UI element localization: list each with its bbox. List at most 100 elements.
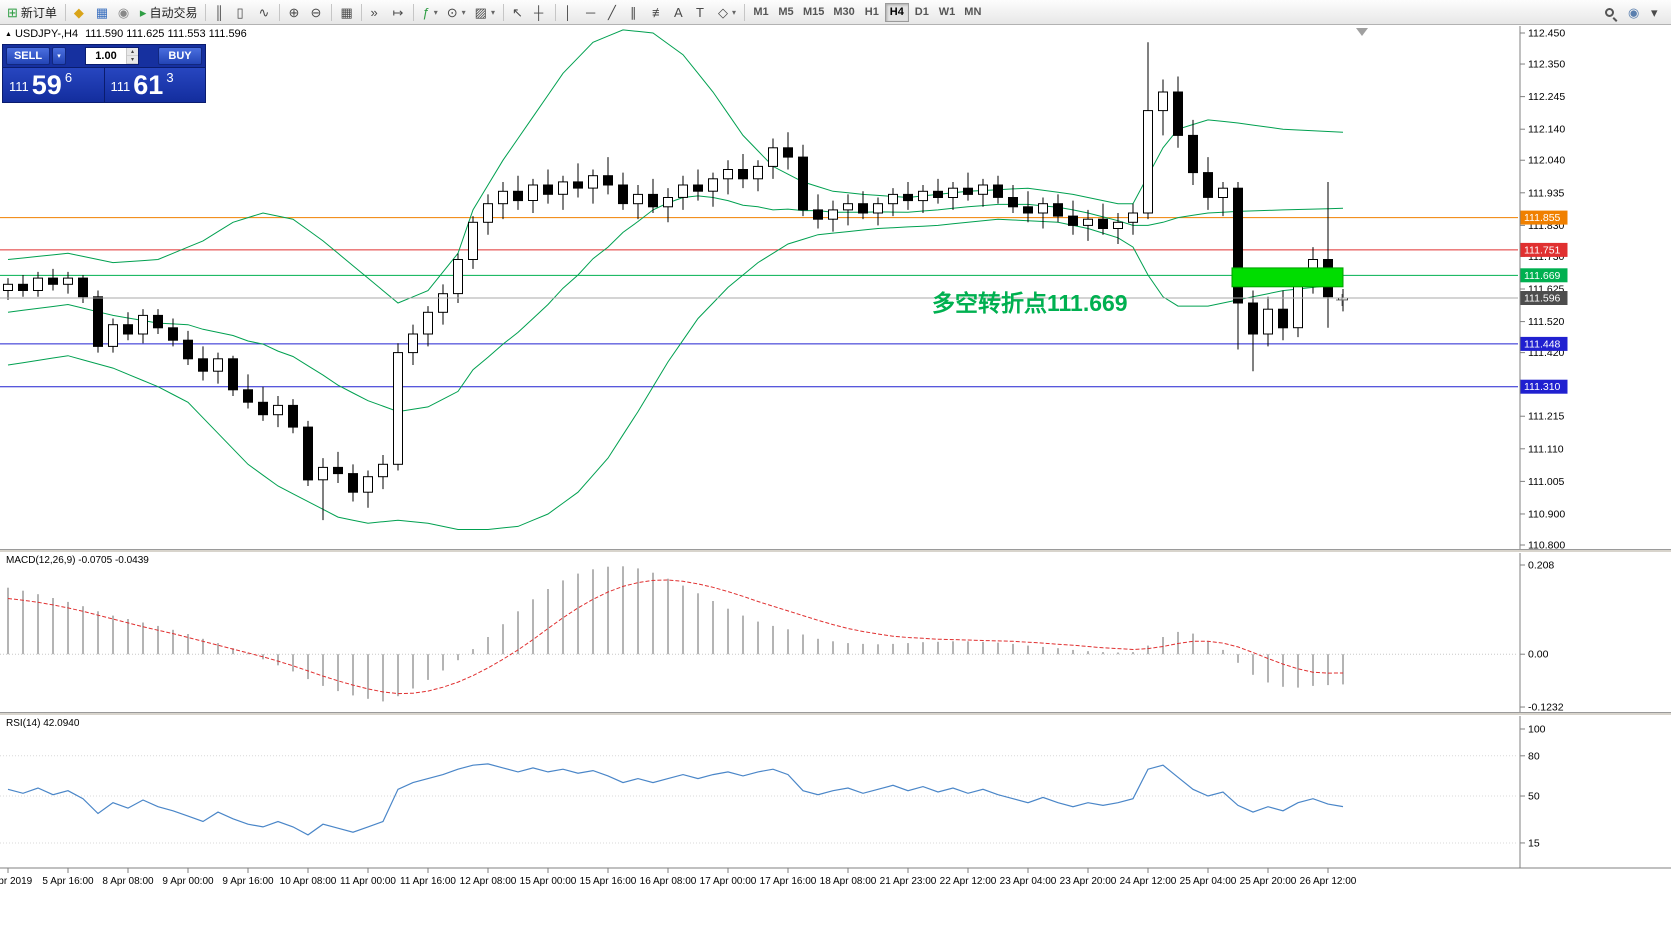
sell-price-sup: 6 <box>64 70 73 85</box>
refresh-button[interactable]: ◉ <box>114 2 135 23</box>
svg-text:111.855: 111.855 <box>1524 212 1561 224</box>
svg-text:25 Apr 20:00: 25 Apr 20:00 <box>1240 876 1297 887</box>
arrows-icon: ◇ <box>717 4 728 20</box>
templates-icon: ▨ <box>474 4 487 20</box>
price-scale[interactable]: 112.450 112.350 112.245 112.140 112.040 111.9… <box>1519 26 1568 868</box>
macd-name: MACD(12,26,9) <box>6 555 76 566</box>
dropdown-caret-icon: ▾ <box>490 7 495 17</box>
horizontal-line-icon: ─ <box>585 4 596 20</box>
text-button[interactable]: A <box>670 2 691 23</box>
toolbar-separator <box>413 3 415 21</box>
volume-down-button[interactable]: ▾ <box>127 56 138 64</box>
one-click-buy-price[interactable]: 111 61 3 <box>104 68 205 102</box>
svg-text:17 Apr 00:00: 17 Apr 00:00 <box>700 876 757 887</box>
arrows-button[interactable]: ◇ ▾ <box>714 2 740 23</box>
new-order-button[interactable]: ⊞ 新订单 <box>3 2 61 23</box>
svg-text:0.208: 0.208 <box>1528 560 1554 572</box>
buy-price-big: 61 <box>133 69 164 100</box>
timeframe-button-W1[interactable]: W1 <box>935 3 960 22</box>
crosshair-icon: ┼ <box>533 4 544 20</box>
search-button[interactable] <box>1601 2 1622 23</box>
toolbar-overflow-button[interactable]: ▾ <box>1647 2 1668 23</box>
svg-text:24 Apr 12:00: 24 Apr 12:00 <box>1120 876 1177 887</box>
svg-text:10 Apr 08:00: 10 Apr 08:00 <box>280 876 337 887</box>
panel-divider[interactable] <box>0 549 1671 553</box>
svg-text:-0.1232: -0.1232 <box>1528 702 1564 714</box>
order-type-dropdown-button[interactable]: ▾ <box>52 47 66 65</box>
svg-text:100: 100 <box>1528 724 1546 736</box>
zoom-in-button[interactable]: ⊕ <box>284 2 305 23</box>
bb-upper <box>7 29 1344 304</box>
text-icon: A <box>673 4 683 20</box>
community-icon: ◉ <box>1628 4 1640 20</box>
timeframe-button-M15[interactable]: M15 <box>799 3 828 22</box>
auto-scroll-button[interactable]: » <box>366 2 387 23</box>
zoom-out-button[interactable]: ⊖ <box>306 2 327 23</box>
svg-text:111.310: 111.310 <box>1524 381 1561 393</box>
new-order-button-label: 新订单 <box>20 5 57 20</box>
svg-text:111.520: 111.520 <box>1528 316 1565 328</box>
ohlc-values: 111.590 111.625 111.553 111.596 <box>85 28 247 40</box>
chart-shift-button[interactable]: ↦ <box>388 2 409 23</box>
macd-signal-line <box>7 579 1344 695</box>
templates-button[interactable]: ▨ ▾ <box>471 2 499 23</box>
rsi-panel[interactable]: 100 80 50 15 <box>0 724 1546 850</box>
svg-text:5 Apr 16:00: 5 Apr 16:00 <box>42 876 94 887</box>
community-button[interactable]: ◉ <box>1624 2 1645 23</box>
periods-button[interactable]: ⊙ ▾ <box>443 2 470 23</box>
svg-text:111.448: 111.448 <box>1524 338 1561 350</box>
timeframe-button-D1[interactable]: D1 <box>910 3 934 22</box>
buy-button[interactable]: BUY <box>158 47 202 65</box>
horizontal-line-button[interactable]: ─ <box>582 2 603 23</box>
sell-button[interactable]: SELL <box>6 47 50 65</box>
autotrading-button[interactable]: ▸ 自动交易 <box>136 2 202 23</box>
svg-text:112.040: 112.040 <box>1528 155 1565 167</box>
svg-text:111.596: 111.596 <box>1524 293 1561 305</box>
crosshair-button[interactable]: ┼ <box>530 2 551 23</box>
timeframe-button-M1[interactable]: M1 <box>749 3 773 22</box>
svg-text:9 Apr 16:00: 9 Apr 16:00 <box>222 876 274 887</box>
trendline-button[interactable]: ╱ <box>604 2 625 23</box>
svg-text:111.935: 111.935 <box>1528 187 1565 199</box>
one-click-sell-price[interactable]: 111 59 6 <box>3 68 105 102</box>
svg-text:4 Apr 2019: 4 Apr 2019 <box>0 876 33 887</box>
svg-text:15 Apr 00:00: 15 Apr 00:00 <box>520 876 577 887</box>
panel-divider[interactable] <box>0 712 1671 716</box>
horizontal-lines[interactable] <box>0 217 1518 388</box>
tile-windows-button[interactable]: ▦ <box>336 2 357 23</box>
macd-values: -0.0705 -0.0439 <box>78 555 149 566</box>
volume-input[interactable] <box>86 48 126 64</box>
sell-price-big: 59 <box>31 69 62 100</box>
vertical-line-button[interactable]: │ <box>560 2 581 23</box>
line-chart-button[interactable]: ∿ <box>254 2 275 23</box>
highlight-rectangle[interactable] <box>1231 267 1344 288</box>
charts-profile-icon: ◆ <box>73 4 84 20</box>
data-window-button[interactable]: ▦ <box>92 2 113 23</box>
charts-profile-button[interactable]: ◆ <box>70 2 91 23</box>
timeframe-button-M30[interactable]: M30 <box>829 3 858 22</box>
svg-text:112.245: 112.245 <box>1528 91 1565 103</box>
macd-indicator-label: MACD(12,26,9) -0.0705 -0.0439 <box>6 555 149 566</box>
macd-panel[interactable]: 0.208 0.00 -0.1232 <box>0 560 1564 714</box>
indicators-button[interactable]: ƒ ▾ <box>418 2 441 23</box>
volume-up-button[interactable]: ▴ <box>127 48 138 56</box>
timeframe-button-MN[interactable]: MN <box>960 3 985 22</box>
bar-chart-button[interactable]: ║ <box>210 2 231 23</box>
text-label-button[interactable]: T <box>692 2 713 23</box>
channel-button[interactable]: ∥ <box>626 2 647 23</box>
cursor-button[interactable]: ↖ <box>508 2 529 23</box>
svg-text:11 Apr 16:00: 11 Apr 16:00 <box>400 876 456 887</box>
zoom-out-icon: ⊖ <box>310 4 322 20</box>
expand-marker-icon: ▲ <box>5 31 12 38</box>
candlestick-chart-button[interactable]: ▯ <box>232 2 253 23</box>
time-scale[interactable]: 4 Apr 2019 5 Apr 16:00 8 Apr 08:00 9 Apr 00… <box>0 867 1671 887</box>
chart-shift-marker-icon[interactable] <box>1356 28 1368 36</box>
timeframe-button-M5[interactable]: M5 <box>774 3 798 22</box>
timeframe-button-H1[interactable]: H1 <box>860 3 884 22</box>
fibonacci-button[interactable]: ≢ <box>648 2 669 23</box>
timeframe-button-H4[interactable]: H4 <box>884 2 909 22</box>
autotrading-icon: ▸ <box>139 4 147 20</box>
pivot-annotation-text[interactable]: 多空转折点111.669 <box>932 290 1128 316</box>
